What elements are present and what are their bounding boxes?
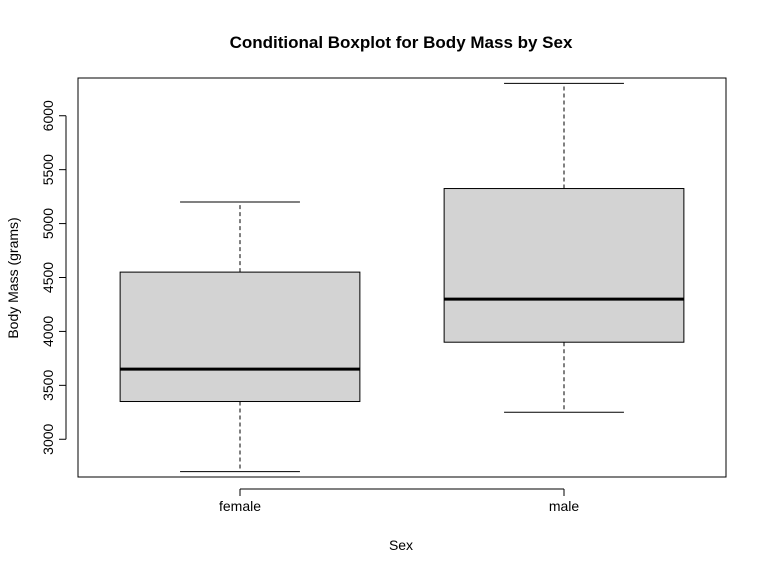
plot-frame [77, 77, 727, 478]
box-group-female [119, 201, 361, 473]
y-tick-label: 5500 [40, 154, 56, 185]
box-group-male [443, 82, 685, 413]
y-tick-label: 3500 [40, 370, 56, 401]
y-tick-label: 5000 [40, 208, 56, 239]
y-tick-label: 4000 [40, 316, 56, 347]
boxes-layer [119, 82, 685, 473]
y-tick-label: 6000 [40, 100, 56, 131]
chart-title: Conditional Boxplot for Body Mass by Sex [230, 33, 573, 52]
y-axis-label: Body Mass (grams) [5, 217, 21, 338]
x-axis: female male [219, 488, 580, 514]
y-tick-label: 4500 [40, 262, 56, 293]
x-tick-label: female [219, 498, 261, 514]
y-axis: 3000 3500 4000 4500 5000 5500 6000 [40, 100, 67, 455]
x-axis-label: Sex [389, 537, 413, 553]
x-tick-label: male [549, 498, 580, 514]
iqr-box [119, 271, 361, 403]
y-tick-label: 3000 [40, 423, 56, 454]
iqr-box [443, 188, 685, 343]
